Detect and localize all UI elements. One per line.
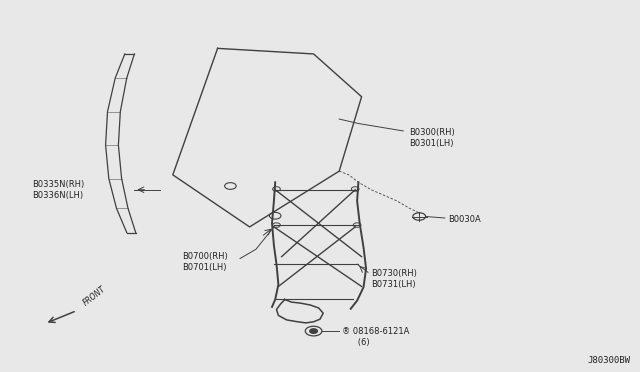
Text: B0700(RH)
B0701(LH): B0700(RH) B0701(LH)	[182, 252, 228, 272]
Text: B0300(RH)
B0301(LH): B0300(RH) B0301(LH)	[410, 128, 455, 148]
Text: B0335N(RH)
B0336N(LH): B0335N(RH) B0336N(LH)	[32, 180, 84, 200]
Text: B0030A: B0030A	[448, 215, 481, 224]
Text: ® 08168-6121A
      (6): ® 08168-6121A (6)	[342, 327, 410, 347]
Text: J80300BW: J80300BW	[588, 356, 630, 365]
Text: FRONT: FRONT	[82, 285, 108, 308]
Circle shape	[310, 329, 317, 333]
Text: B0730(RH)
B0731(LH): B0730(RH) B0731(LH)	[371, 269, 417, 289]
